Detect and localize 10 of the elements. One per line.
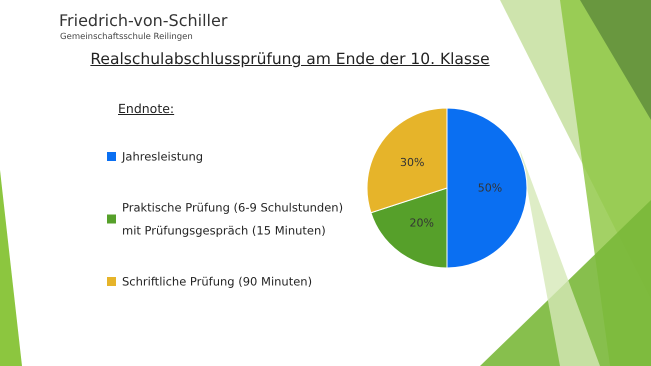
data-label: 20% (410, 216, 434, 230)
legend-label: Jahresleistung (121, 150, 204, 164)
chart-title: Realschulabschlussprüfung am Ende der 10. Klasse (89, 50, 491, 68)
text: Friedrich-von-Schiller (59, 11, 228, 30)
text: Gemeinschaftsschule Reilingen (60, 32, 193, 42)
legend-label: Schriftliche Prüfung (90 Minuten) (122, 274, 312, 288)
legend-label: Praktische Prüfung (6-9 Schulstunden) mit Prüfungsgespräch (15 Minuten) (122, 200, 344, 238)
data-label: 50% (478, 182, 502, 194)
legend-title: Endnote: (118, 101, 174, 116)
data-label: 30% (400, 156, 424, 170)
